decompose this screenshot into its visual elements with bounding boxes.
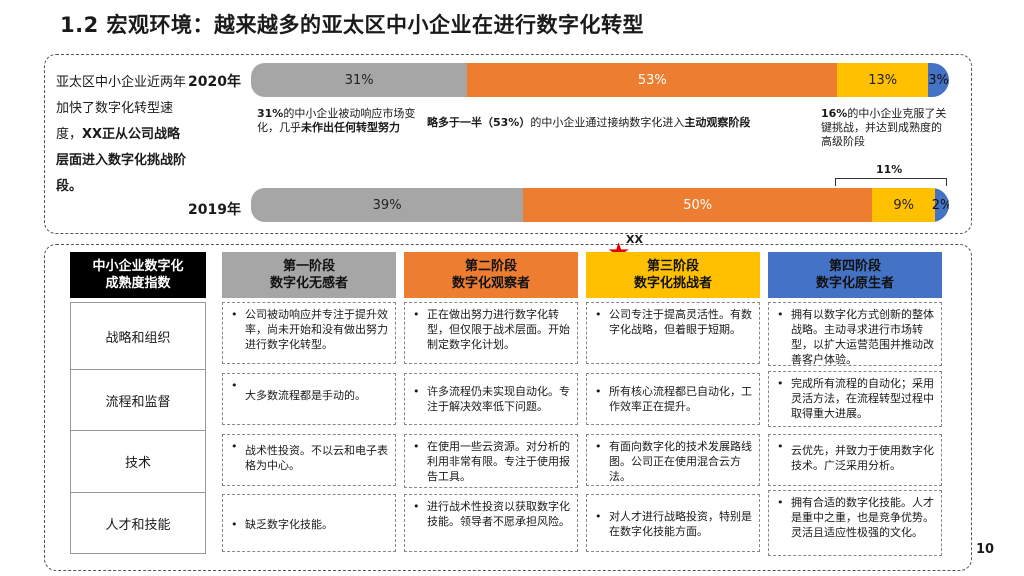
bar-segment-native: 2%	[931, 188, 949, 222]
cell-strategy-stage4: • 拥有以数字化方式创新的整体战略。主动寻求进行市场转型，以扩大运营范围并推动改善…	[768, 302, 942, 366]
cell-talent-stage3: • 对人才进行战略投资，特别是在数字化技能方面。	[586, 494, 760, 552]
cell-talent-stage2: • 进行战术性投资以获取数字化技能。领导者不愿承担风险。	[404, 494, 578, 552]
cell-strategy-stage3: • 公司专注于提高灵活性。有数字化战略，但着眼于短期。	[586, 302, 760, 364]
page-title: 1.2 宏观环境：越来越多的亚太区中小企业在进行数字化转型	[60, 13, 645, 37]
row-label-strategy: 战略和组织	[70, 302, 206, 369]
cell-technology-stage3: • 有面向数字化的技术发展路线图。公司正在使用混合云方法。	[586, 434, 760, 486]
marker-label: XX	[626, 233, 643, 246]
row-label-talent: 人才和技能	[70, 492, 206, 554]
chart-panel	[44, 54, 972, 234]
stage-header-2: 第二阶段 数字化观察者	[404, 252, 578, 298]
cell-strategy-stage1: • 公司被动响应并专注于提升效率，尚未开始和没有做出努力进行数字化转型。	[222, 302, 396, 364]
table-corner-header: 中小企业数字化 成熟度指数	[70, 252, 206, 298]
cell-technology-stage4: • 云优先，并致力于使用数字化技术。广泛采用分析。	[768, 434, 942, 486]
stage-header-3: 第三阶段 数字化挑战者	[586, 252, 760, 298]
cell-process-stage1: • 大多数流程都是手动的。	[222, 373, 396, 425]
stage-header-4: 第四阶段 数字化原生者	[768, 252, 942, 298]
intro-normal: 亚太区中小企业近两年加快了数字化转型速度，	[56, 75, 187, 142]
stage-header-1: 第一阶段 数字化无感者	[222, 252, 396, 298]
data-label: 39%	[372, 197, 402, 213]
intro-bold: XX正从公司战略层面进入数字化挑战阶段。	[56, 127, 187, 194]
year-label-2019: 2019年	[188, 202, 241, 218]
bracket-label: 11%	[876, 163, 903, 176]
cell-strategy-stage2: • 正在做出努力进行数字化转型，但仅限于战术层面。开始制定数字化计划。	[404, 302, 578, 364]
cell-technology-stage2: • 在使用一些云资源。对分析的利用非常有限。专注于使用报告工具。	[404, 434, 578, 488]
bar-segment-challenger: 9%	[872, 188, 936, 222]
year-label-2020: 2020年	[188, 74, 241, 90]
cell-talent-stage4: • 拥有合适的数字化技能。人才是重中之重，也是竞争优势。灵活且适应性极强的文化。	[768, 490, 942, 556]
data-label: 13%	[868, 72, 898, 88]
data-label: 3%	[928, 72, 949, 88]
bar-2020: 31% 53% 13% 3%	[251, 63, 949, 97]
data-label: 31%	[344, 72, 374, 88]
data-label: 50%	[683, 197, 713, 213]
note-passive: 31%的中小企业被动响应市场变化，几乎未作出任何转型努力	[257, 107, 416, 134]
bar-segment-native: 3%	[928, 63, 949, 97]
bar-segment-passive: 39%	[251, 188, 524, 222]
cell-process-stage4: • 完成所有流程的自动化；采用灵活方法，在流程转型过程中取得重大进展。	[768, 371, 942, 427]
cell-process-stage3: • 所有核心流程都已自动化，工作效率正在提升。	[586, 373, 760, 425]
data-label: 2%	[931, 197, 949, 213]
bar-segment-passive: 31%	[251, 63, 468, 97]
bar-segment-observer: 50%	[523, 188, 873, 222]
bar-segment-challenger: 13%	[837, 63, 929, 97]
page-number: 10	[976, 542, 995, 557]
note-observer: 略多于一半（53%）的中小企业通过接纳数字化进入主动观察阶段	[427, 116, 751, 129]
cell-technology-stage1: • 战术性投资。不以云和电子表格为中心。	[222, 434, 396, 486]
cell-talent-stage1: • 缺乏数字化技能。	[222, 494, 396, 552]
table-panel	[44, 244, 972, 571]
note-advanced: 16%的中小企业克服了关键挑战，并达到成熟度的高级阶段	[821, 107, 947, 148]
bracket-line	[835, 178, 947, 186]
bar-2019: 39% 50% 9% 2%	[251, 188, 949, 222]
row-label-process: 流程和监督	[70, 369, 206, 430]
data-label: 9%	[893, 197, 914, 213]
bar-segment-observer: 53%	[467, 63, 838, 97]
intro-text: 亚太区中小企业近两年加快了数字化转型速度，XX正从公司战略层面进入数字化挑战阶段…	[56, 70, 186, 200]
data-label: 53%	[637, 72, 667, 88]
cell-process-stage2: • 许多流程仍未实现自动化。专注于解决效率低下问题。	[404, 373, 578, 425]
row-label-technology: 技术	[70, 430, 206, 492]
